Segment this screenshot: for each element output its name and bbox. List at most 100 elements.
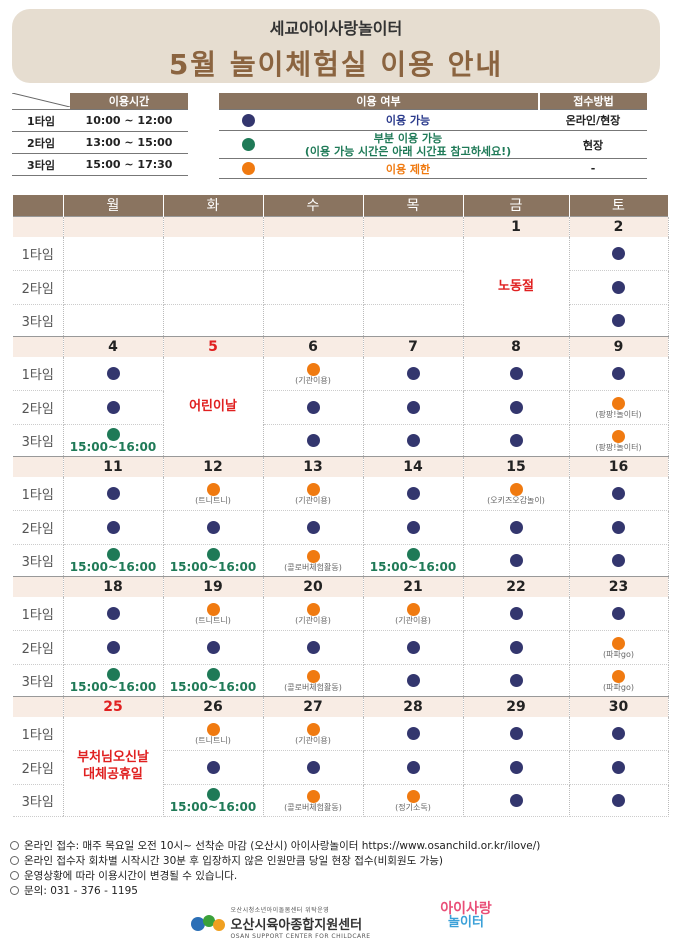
- date-cell: 5: [163, 335, 264, 357]
- slot-cell: [63, 270, 164, 305]
- slot-cell: (콜로버체험활동): [263, 784, 364, 817]
- usage-note: (팡팡!놀이터): [595, 409, 642, 419]
- restricted-dot-icon: [206, 722, 220, 736]
- diagonal-cell: [12, 93, 70, 110]
- restricted-dot-icon: [206, 482, 220, 496]
- available-dot-icon: [509, 607, 523, 621]
- slot-label: 2타임: [13, 750, 64, 785]
- holiday-cell: 노동절: [463, 237, 570, 337]
- slot-label: 1타임: [13, 477, 64, 511]
- available-dot-icon: [509, 401, 523, 414]
- slot-time: 15:00 ~ 17:30: [70, 153, 188, 176]
- restricted-dot-icon: [306, 482, 320, 496]
- available-dot-icon: [306, 521, 320, 534]
- center-name: 세교아이사랑놀이터: [269, 19, 403, 38]
- slot-cell: [569, 510, 669, 545]
- date-cell: [363, 215, 464, 237]
- usage-note: (기관이용): [295, 375, 331, 385]
- legend-table: 이용 여부 접수방법 이용 가능 온라인/현장 부분 이용 가능 (이용 가능 …: [219, 93, 647, 179]
- slot-row: 2타임: [13, 270, 669, 305]
- partial-dot-icon: [206, 787, 220, 801]
- restricted-dot-icon: [612, 636, 625, 650]
- slot-cell: [363, 664, 464, 697]
- slot-time: 13:00 ~ 15:00: [70, 131, 188, 154]
- date-cell: 23: [569, 575, 669, 597]
- usage-note: (팡팡!놀이터): [595, 442, 642, 452]
- date-cell: 28: [363, 695, 464, 717]
- slot-cell: [569, 597, 669, 631]
- available-dot-icon: [406, 521, 420, 534]
- available-dot-icon: [406, 434, 420, 447]
- usage-note: (콜로버체험활동): [284, 802, 342, 812]
- time-header: 이용시간: [70, 93, 188, 110]
- slot-cell: [463, 630, 570, 665]
- weekday-header: 화: [163, 195, 264, 216]
- footer-notes: 온라인 접수: 매주 목요일 오전 10시~ 선착순 마감 (오산시) 아이사랑…: [10, 839, 540, 899]
- available-dot-icon: [612, 247, 625, 261]
- usage-note: (트니트니): [195, 495, 231, 505]
- slot-row: 2타임: [13, 510, 669, 545]
- slot-cell: [163, 630, 264, 665]
- slot-cell: [363, 510, 464, 545]
- available-dot-icon: [106, 641, 120, 654]
- available-dot-icon: [106, 487, 120, 501]
- partial-time: 15:00~16:00: [369, 559, 457, 574]
- holiday-cell: 부처님오신날 대체공휴일: [63, 717, 164, 817]
- available-dot-icon: [241, 113, 255, 127]
- restricted-dot-icon: [306, 722, 320, 736]
- slot-label: 1타임: [13, 597, 64, 631]
- legend-method-header: 접수방법: [538, 93, 647, 110]
- available-dot-icon: [406, 367, 420, 381]
- slot-cell: [363, 357, 464, 391]
- available-dot-icon: [509, 727, 523, 741]
- usage-note: (오키즈오감놀이): [487, 495, 545, 505]
- slot-cell: [463, 597, 570, 631]
- slot-cell: [363, 390, 464, 425]
- restricted-dot-icon: [612, 429, 625, 443]
- slot-cell: (기관이용): [263, 357, 364, 391]
- available-dot-icon: [612, 554, 625, 567]
- center-logo: 오산시청소년아이돌봄센터 위탁운영 오산시육아종합지원센터 OSAN SUPPO…: [190, 905, 371, 940]
- date-cell: 22: [463, 575, 570, 597]
- legend-status-header: 이용 여부: [219, 93, 539, 110]
- legend-available-text: 이용 가능: [277, 109, 539, 131]
- available-dot-icon: [612, 727, 625, 741]
- slot-cell: [569, 237, 669, 271]
- usage-note: (트니트니): [195, 615, 231, 625]
- available-dot-icon: [206, 761, 220, 774]
- slot-cell: (기관이용): [263, 477, 364, 511]
- slot-row: 3타임 15:00~16:00 (팡팡!놀이터): [13, 424, 669, 457]
- slot-cell: [163, 270, 264, 305]
- available-dot-icon: [306, 434, 320, 447]
- slot-row: 3타임: [13, 304, 669, 337]
- slot-cell: [569, 477, 669, 511]
- available-dot-icon: [306, 401, 320, 414]
- restricted-dot-icon: [406, 789, 420, 803]
- holiday-cell: 어린이날: [163, 357, 264, 457]
- slot-label: 2타임: [13, 270, 64, 305]
- slot-cell: 15:00~16:00: [63, 664, 164, 697]
- slot-cell: (오키즈오감놀이): [463, 477, 570, 511]
- slot-cell: [63, 630, 164, 665]
- slot-cell: [463, 390, 570, 425]
- footer-line: 온라인 접수: 매주 목요일 오전 10시~ 선착순 마감 (오산시) 아이사랑…: [10, 839, 540, 854]
- slot-cell: (기관이용): [363, 597, 464, 631]
- slot-cell: 15:00~16:00: [63, 544, 164, 577]
- date-row: 18 19 20 21 22 23: [13, 575, 669, 597]
- date-cell: 6: [263, 335, 364, 357]
- available-dot-icon: [406, 674, 420, 687]
- slot-cell: (콜로버체험활동): [263, 544, 364, 577]
- slot-label: 1타임: [12, 109, 70, 132]
- slot-cell: [463, 424, 570, 457]
- partial-dot-icon: [241, 138, 255, 152]
- restricted-dot-icon: [206, 602, 220, 616]
- slot-label: 3타임: [13, 664, 64, 697]
- restricted-dot-icon: [509, 482, 523, 496]
- available-dot-icon: [106, 401, 120, 414]
- restricted-dot-icon: [612, 669, 625, 683]
- usage-note: (기관이용): [295, 735, 331, 745]
- date-cell: 11: [63, 455, 164, 477]
- available-dot-icon: [612, 314, 625, 327]
- slot-row: 1타임 노동절: [13, 237, 669, 337]
- slot-cell: [463, 664, 570, 697]
